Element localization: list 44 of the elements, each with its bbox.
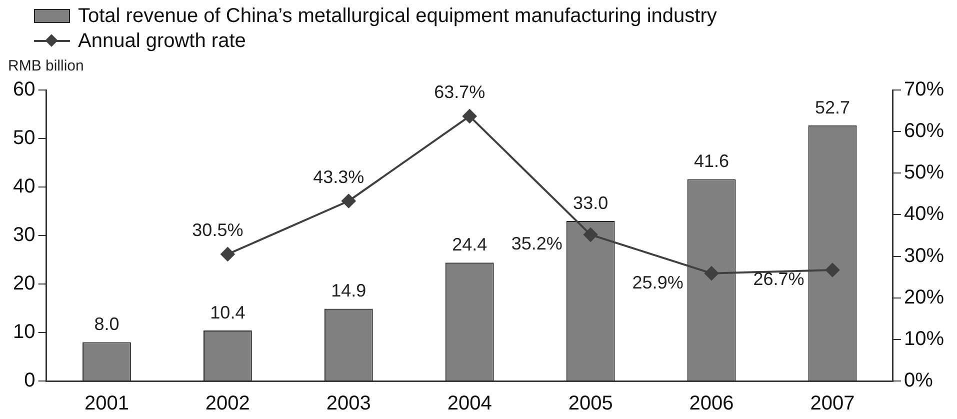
- x-tick-label: 2004: [447, 392, 492, 415]
- legend-label: Total revenue of China’s metallurgical equipment manufacturing industry: [78, 5, 717, 27]
- data-label: 43.3%: [313, 166, 364, 187]
- data-label: 8.0: [94, 314, 120, 334]
- y-tick-label: 60: [12, 78, 36, 101]
- data-label: 33.0: [573, 192, 608, 213]
- point: [342, 194, 356, 208]
- data-label: 10.4: [210, 302, 246, 323]
- x-tick-label: 2007: [810, 392, 855, 415]
- x-tick-label: 2003: [326, 392, 371, 415]
- data-label: 14.9: [331, 280, 366, 301]
- y2-tick-label: 20%: [904, 286, 944, 308]
- data-label: 24.4: [452, 234, 488, 255]
- point: [584, 228, 598, 242]
- data-label: 35.2%: [511, 234, 562, 254]
- data-label: 30.5%: [192, 220, 244, 240]
- point: [220, 247, 235, 262]
- x-tick-label: 2006: [689, 392, 734, 415]
- data-label: 63.7%: [434, 82, 486, 102]
- y2-tick-label: 10%: [904, 328, 944, 350]
- y-tick-label: 30: [12, 224, 36, 246]
- data-label: 26.7%: [753, 268, 804, 289]
- x-tick-label: 2001: [84, 392, 129, 415]
- legend-label: Annual growth rate: [78, 30, 246, 52]
- y2-tick-label: 70%: [904, 78, 944, 101]
- y-tick-label: 20: [12, 272, 36, 295]
- x-tick-label: 2005: [568, 392, 613, 415]
- y2-tick-label: 50%: [904, 162, 944, 184]
- y2-tick-label: 40%: [904, 203, 944, 226]
- y-tick-label: 10: [12, 321, 36, 344]
- y2-tick-label: 0%: [904, 370, 934, 392]
- point: [825, 263, 840, 278]
- x-tick-label: 2002: [205, 392, 250, 415]
- y2-tick-label: 30%: [904, 244, 944, 267]
- y2-tick-label: 60%: [904, 120, 944, 142]
- y-tick-label: 40: [12, 176, 36, 198]
- data-label: 41.6: [694, 151, 730, 172]
- point: [462, 109, 477, 124]
- y-tick-label: 50: [12, 127, 36, 150]
- data-label: 25.9%: [632, 272, 684, 292]
- y-axis-title: RMB billion: [8, 58, 84, 75]
- data-label: 52.7: [814, 97, 850, 118]
- y-tick-label: 0: [24, 370, 36, 392]
- point: [704, 266, 719, 280]
